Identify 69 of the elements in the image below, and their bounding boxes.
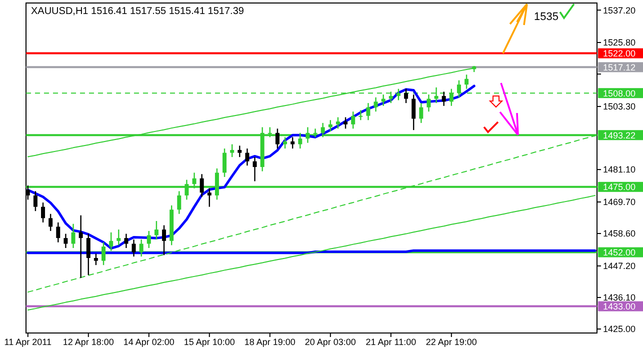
ref-line-label: 1522.00 <box>603 48 636 58</box>
candlestick <box>230 144 234 158</box>
y-tick-label: 1458.60 <box>603 228 636 239</box>
candlestick <box>116 228 121 246</box>
x-tick-label: 14 Apr 02:00 <box>123 337 174 347</box>
x-tick-label: 15 Apr 10:00 <box>184 337 235 347</box>
x-tick-label: 22 Apr 19:00 <box>426 337 477 347</box>
candlestick <box>71 223 76 249</box>
line-series <box>26 84 476 250</box>
y-tick-label: 1425.00 <box>603 324 636 334</box>
x-tick-label: 11 Apr 2011 <box>4 337 52 347</box>
candlestick <box>139 238 144 258</box>
candlestick <box>207 188 212 208</box>
candlestick <box>442 91 446 106</box>
y-tick-label: 1469.70 <box>603 197 636 208</box>
ref-line-label: 1517.12 <box>603 62 636 72</box>
candlestick <box>124 233 128 249</box>
ref-line-label: 1508.00 <box>603 88 636 98</box>
candlestick <box>298 132 302 150</box>
candlestick <box>336 116 340 130</box>
y-tick-label: 1481.10 <box>603 164 636 175</box>
candlestick <box>200 174 204 198</box>
y-tick-label: 1537.20 <box>603 5 636 16</box>
candlestick <box>275 128 280 150</box>
candlestick <box>146 230 151 249</box>
candlestick <box>102 242 106 266</box>
y-tick-label: 1447.20 <box>603 261 636 272</box>
x-tick-label: 20 Apr 03:00 <box>304 337 356 347</box>
candlestick <box>162 224 166 256</box>
candlestick <box>41 202 46 224</box>
x-tick-label: 18 Apr 19:00 <box>244 337 296 347</box>
ref-line-label: 1452.00 <box>603 247 636 258</box>
ref-line-label: 1433.00 <box>603 301 636 312</box>
candlestick <box>358 110 363 121</box>
y-tick-label: 1436.10 <box>603 292 636 303</box>
x-tick-label: 12 Apr 18:00 <box>62 337 114 347</box>
candlestick <box>33 190 38 212</box>
candlestick <box>290 136 295 150</box>
candlestick <box>419 102 424 124</box>
annotation: 1535 <box>534 10 558 23</box>
candlestick <box>222 148 227 178</box>
candlestick <box>252 156 257 182</box>
ref-line-label: 1475.00 <box>603 182 636 192</box>
candlestick <box>177 190 182 215</box>
candlestick <box>344 116 348 130</box>
candlestick <box>404 88 408 104</box>
candlestick <box>238 145 242 158</box>
candlestick <box>86 233 90 276</box>
candlestick <box>48 213 53 232</box>
candlestick <box>154 220 158 240</box>
x-tick-label: 21 Apr 11:00 <box>366 337 416 347</box>
candlestick <box>464 74 469 90</box>
candlestick <box>64 233 68 249</box>
candlestick <box>245 148 250 166</box>
chart-title: XAUUSD,H1 1516.41 1517.55 1515.41 1517.39 <box>31 6 244 17</box>
ref-line-label: 1493.22 <box>603 130 636 140</box>
candlestick <box>56 222 60 243</box>
candlestick <box>351 110 356 130</box>
candlestick <box>94 253 98 266</box>
y-tick-label: 1525.80 <box>603 38 636 48</box>
line-series <box>27 194 596 310</box>
candlestick <box>132 238 136 258</box>
candlestick <box>374 96 378 112</box>
y-tick-label: 1503.30 <box>603 102 636 112</box>
candlestick <box>109 232 114 252</box>
candlestick <box>412 94 416 131</box>
candlestick <box>426 94 431 112</box>
candlestick <box>78 214 83 278</box>
candlestick <box>366 102 370 121</box>
